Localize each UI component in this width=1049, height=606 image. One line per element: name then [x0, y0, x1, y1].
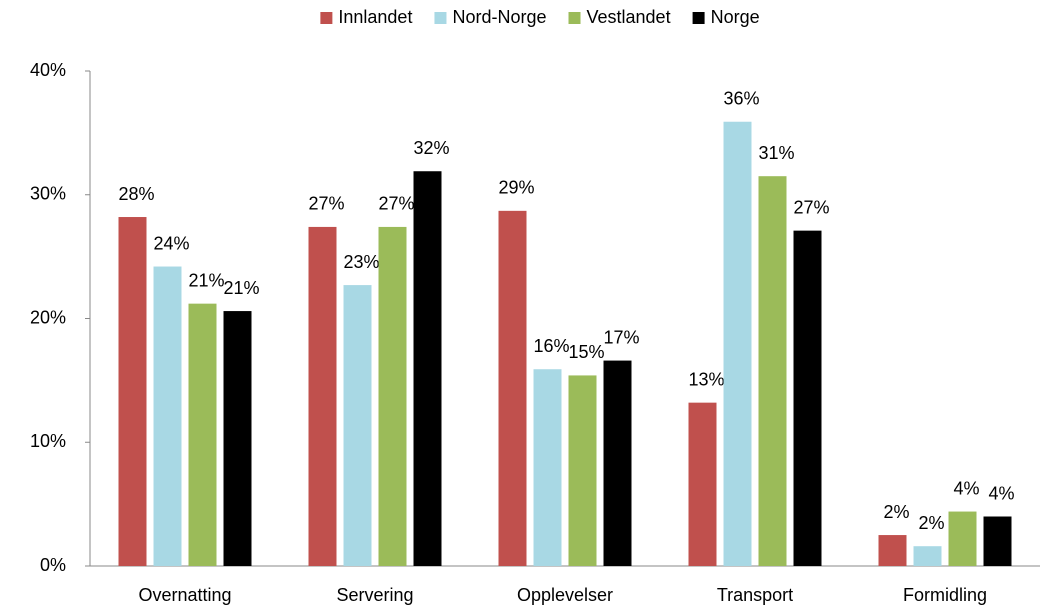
x-tick-label: Formidling — [903, 585, 987, 605]
legend-swatch — [692, 12, 705, 24]
legend-label: Norge — [711, 7, 760, 27]
bar — [568, 375, 597, 566]
value-label: 21% — [223, 278, 259, 298]
value-label: 4% — [988, 483, 1014, 503]
value-label: 29% — [498, 178, 534, 198]
x-tick-label: Overnatting — [138, 585, 231, 605]
value-label: 27% — [378, 194, 414, 214]
bar — [343, 285, 372, 566]
legend-swatch — [320, 12, 333, 24]
bar — [413, 171, 442, 567]
bar — [948, 511, 977, 566]
legend-label: Vestlandet — [587, 7, 671, 27]
value-label: 17% — [603, 327, 639, 347]
value-label: 31% — [758, 143, 794, 163]
bar — [913, 546, 942, 566]
bar — [983, 516, 1012, 566]
bar — [118, 217, 147, 566]
value-label: 16% — [533, 336, 569, 356]
y-tick-label: 20% — [30, 307, 66, 327]
bar — [498, 210, 527, 566]
y-tick-label: 30% — [30, 184, 66, 204]
bar — [603, 360, 632, 566]
value-label: 28% — [118, 184, 154, 204]
y-tick-label: 0% — [40, 555, 66, 575]
value-label: 15% — [568, 342, 604, 362]
legend-swatch — [568, 12, 581, 24]
value-label: 2% — [883, 502, 909, 522]
value-label: 27% — [793, 197, 829, 217]
value-label: 23% — [343, 252, 379, 272]
bar — [533, 369, 562, 566]
value-label: 4% — [953, 478, 979, 498]
bar — [223, 311, 252, 566]
bar — [688, 402, 717, 566]
legend-label: Innlandet — [338, 7, 412, 27]
bar — [308, 226, 337, 567]
bar — [793, 230, 822, 566]
bar — [878, 535, 907, 566]
y-tick-label: 40% — [30, 60, 66, 80]
value-label: 36% — [723, 88, 759, 108]
x-tick-label: Servering — [336, 585, 413, 605]
x-tick-label: Opplevelser — [517, 585, 613, 605]
legend-label: Nord-Norge — [452, 7, 546, 27]
bar — [758, 176, 787, 566]
value-label: 2% — [918, 513, 944, 533]
y-tick-label: 10% — [30, 431, 66, 451]
bar — [378, 226, 407, 567]
value-label: 27% — [308, 194, 344, 214]
bar — [153, 266, 182, 566]
x-tick-label: Transport — [717, 585, 793, 605]
legend-swatch — [434, 12, 447, 24]
bar — [188, 303, 217, 566]
value-label: 13% — [688, 369, 724, 389]
bar — [723, 121, 752, 567]
value-label: 32% — [413, 138, 449, 158]
value-label: 24% — [153, 233, 189, 253]
value-label: 21% — [188, 270, 224, 290]
